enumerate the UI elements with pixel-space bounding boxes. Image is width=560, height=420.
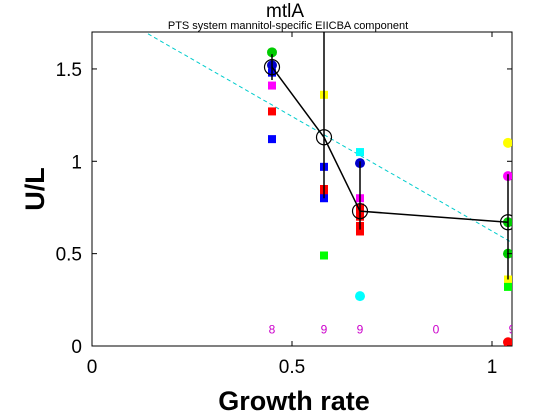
- data-point: [268, 107, 276, 116]
- y-tick-label: 0.5: [56, 245, 82, 266]
- data-point: [504, 282, 512, 291]
- mean-line: [271, 66, 509, 223]
- data-point: [268, 135, 276, 144]
- data-point: [268, 81, 276, 90]
- y-axis-label: U/L: [20, 167, 50, 211]
- axis-layer: 0 0.5 1 0 0.5 1 1.5: [56, 32, 512, 378]
- count-label: 8: [269, 322, 276, 336]
- mean-marker: [499, 214, 512, 231]
- x-tick-label: 0: [87, 357, 98, 378]
- data-point: [503, 337, 512, 346]
- count-label: 9: [357, 322, 364, 336]
- x-tick-label: 0.5: [279, 357, 305, 378]
- x-tick-label: 1: [487, 357, 498, 378]
- chart-subtitle: PTS system mannitol-specific EIICBA comp…: [168, 20, 408, 32]
- y-tick-label: 1: [71, 152, 82, 173]
- plot-area: [91, 31, 513, 347]
- mean-marker: [351, 203, 369, 220]
- y-tick-label: 0: [71, 337, 82, 358]
- data-point: [503, 137, 512, 148]
- data-point: [356, 227, 364, 236]
- data-point: [267, 47, 277, 58]
- mean-marker: [315, 129, 333, 146]
- data-point: [356, 148, 364, 157]
- plot-layer: 8 9 9 0 9: [147, 32, 516, 346]
- x-axis-label: Growth rate: [218, 386, 370, 416]
- count-label: 9: [509, 322, 516, 336]
- data-point: [355, 291, 365, 302]
- count-label: 0: [433, 322, 440, 336]
- count-label: 9: [321, 322, 328, 336]
- data-point: [320, 251, 328, 260]
- chart-title: mtlA: [266, 1, 304, 22]
- y-tick-label: 1.5: [56, 60, 82, 81]
- mean-marker: [263, 58, 281, 76]
